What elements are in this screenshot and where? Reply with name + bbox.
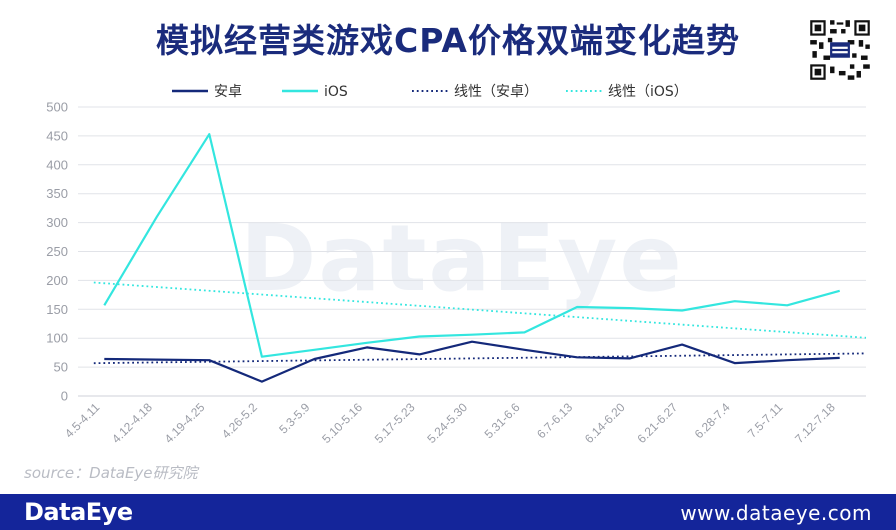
- x-tick-label: 5.24-5.30: [424, 400, 470, 446]
- series-line: [93, 281, 867, 339]
- legend-label: 线性（iOS）: [608, 84, 688, 100]
- x-tick-label: 5.3-5.9: [276, 400, 313, 437]
- footer-bar: DataEye www.dataeye.com: [0, 494, 896, 530]
- x-tick-label: 6.21-6.27: [634, 400, 680, 446]
- x-tick-label: 4.5-4.11: [62, 400, 103, 441]
- x-tick-label: 5.17-5.23: [372, 400, 418, 446]
- y-tick-label: 250: [46, 244, 68, 259]
- qr-code-icon: [808, 18, 872, 82]
- source-note: source：DataEye研究院: [24, 464, 198, 482]
- series-line: [93, 352, 867, 365]
- x-tick-label: 7.12-7.18: [792, 400, 838, 446]
- footer-brand-logo: DataEye: [24, 498, 133, 526]
- y-tick-label: 450: [46, 128, 68, 143]
- y-tick-label: 50: [54, 360, 68, 375]
- x-tick-label: 5.10-5.16: [319, 400, 365, 446]
- legend-label: 安卓: [214, 84, 242, 100]
- y-tick-label: 100: [46, 331, 68, 346]
- x-tick-label: 6.14-6.20: [582, 400, 628, 446]
- x-tick-label: 7.5-7.11: [745, 400, 786, 441]
- x-tick-label: 5.31-6.6: [482, 400, 523, 441]
- y-tick-label: 200: [46, 273, 68, 288]
- y-tick-label: 300: [46, 215, 68, 230]
- y-tick-label: 150: [46, 302, 68, 317]
- y-tick-label: 500: [46, 100, 68, 115]
- footer-website: www.dataeye.com: [680, 501, 872, 525]
- y-tick-label: 400: [46, 157, 68, 172]
- x-tick-label: 4.19-4.25: [162, 400, 208, 446]
- series-line: [104, 340, 840, 383]
- series-line: [103, 133, 840, 358]
- x-tick-label: 6.7-6.13: [534, 400, 575, 441]
- x-tick-label: 6.28-7.4: [692, 400, 733, 441]
- legend-label: iOS: [324, 84, 348, 100]
- x-tick-label: 4.26-5.2: [219, 400, 260, 441]
- legend-label: 线性（安卓）: [454, 84, 538, 100]
- y-tick-label: 350: [46, 186, 68, 201]
- y-tick-label: 0: [61, 389, 68, 404]
- chart-title: 模拟经营类游戏CPA价格双端变化趋势: [156, 21, 740, 60]
- x-tick-label: 4.12-4.18: [109, 400, 155, 446]
